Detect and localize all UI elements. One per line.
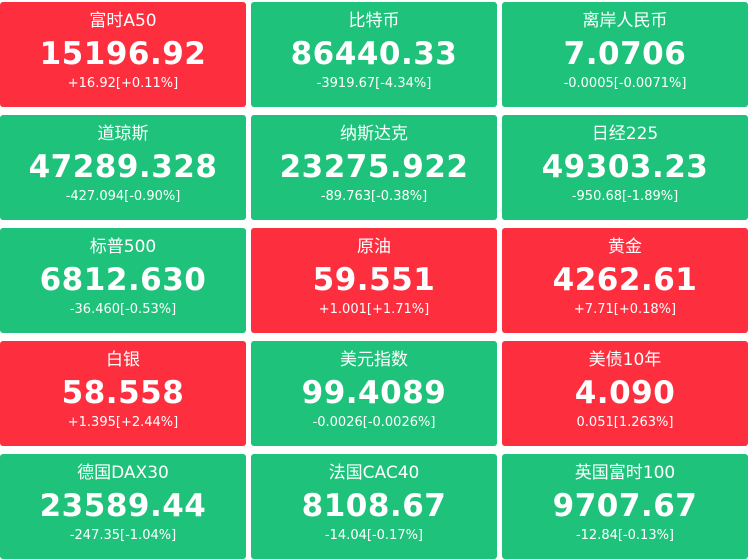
quote-name: 离岸人民币 bbox=[582, 11, 668, 31]
quote-change: +1.001[+1.71%] bbox=[318, 302, 430, 317]
quote-change: +16.92[+0.11%] bbox=[67, 76, 179, 91]
quote-price: 47289.328 bbox=[28, 149, 218, 185]
quote-name: 德国DAX30 bbox=[77, 463, 169, 483]
quote-tile-bitcoin[interactable]: 比特币 86440.33 -3919.67[-4.34%] bbox=[251, 2, 497, 107]
quote-price: 7.0706 bbox=[563, 36, 687, 72]
quote-tile-sp500[interactable]: 标普500 6812.630 -36.460[-0.53%] bbox=[0, 228, 246, 333]
quote-name: 道琼斯 bbox=[97, 124, 149, 144]
quote-tile-a50[interactable]: 富时A50 15196.92 +16.92[+0.11%] bbox=[0, 2, 246, 107]
quote-name: 日经225 bbox=[591, 124, 659, 144]
quote-price: 23275.922 bbox=[279, 149, 469, 185]
quote-tile-dax30[interactable]: 德国DAX30 23589.44 -247.35[-1.04%] bbox=[0, 454, 246, 559]
quote-tile-silver[interactable]: 白银 58.558 +1.395[+2.44%] bbox=[0, 341, 246, 446]
quote-change: +7.71[+0.18%] bbox=[573, 302, 677, 317]
quote-name: 美元指数 bbox=[340, 350, 408, 370]
quote-change: -0.0026[-0.0026%] bbox=[312, 415, 436, 430]
quote-tile-us-10y[interactable]: 美债10年 4.090 0.051[1.263%] bbox=[502, 341, 748, 446]
quote-change: -89.763[-0.38%] bbox=[320, 189, 428, 204]
quote-name: 美债10年 bbox=[588, 350, 662, 370]
quote-tile-dow-jones[interactable]: 道琼斯 47289.328 -427.094[-0.90%] bbox=[0, 115, 246, 220]
quote-change: -36.460[-0.53%] bbox=[69, 302, 177, 317]
quote-price: 8108.67 bbox=[301, 488, 447, 524]
quote-change: -3919.67[-4.34%] bbox=[316, 76, 432, 91]
quote-name: 黄金 bbox=[608, 237, 642, 257]
quote-price: 4262.61 bbox=[552, 262, 698, 298]
quote-tile-ftse100[interactable]: 英国富时100 9707.67 -12.84[-0.13%] bbox=[502, 454, 748, 559]
quote-change: +1.395[+2.44%] bbox=[67, 415, 179, 430]
quote-tile-cac40[interactable]: 法国CAC40 8108.67 -14.04[-0.17%] bbox=[251, 454, 497, 559]
quote-price: 99.4089 bbox=[301, 375, 447, 411]
quote-change: 0.051[1.263%] bbox=[576, 415, 674, 430]
quote-change: -12.84[-0.13%] bbox=[575, 528, 675, 543]
quote-price: 49303.23 bbox=[541, 149, 709, 185]
quote-change: -427.094[-0.90%] bbox=[65, 189, 181, 204]
quote-name: 原油 bbox=[357, 237, 391, 257]
quote-name: 法国CAC40 bbox=[328, 463, 420, 483]
quote-price: 59.551 bbox=[312, 262, 436, 298]
quote-change: -247.35[-1.04%] bbox=[69, 528, 177, 543]
quote-price: 58.558 bbox=[61, 375, 185, 411]
quote-price: 86440.33 bbox=[290, 36, 458, 72]
quote-tile-dollar-index[interactable]: 美元指数 99.4089 -0.0026[-0.0026%] bbox=[251, 341, 497, 446]
quote-name: 比特币 bbox=[348, 11, 400, 31]
quote-tile-nikkei[interactable]: 日经225 49303.23 -950.68[-1.89%] bbox=[502, 115, 748, 220]
quote-name: 英国富时100 bbox=[574, 463, 676, 483]
quote-price: 4.090 bbox=[574, 375, 676, 411]
quote-change: -950.68[-1.89%] bbox=[571, 189, 679, 204]
quote-name: 纳斯达克 bbox=[340, 124, 408, 144]
quote-tile-cnh[interactable]: 离岸人民币 7.0706 -0.0005[-0.0071%] bbox=[502, 2, 748, 107]
quote-change: -14.04[-0.17%] bbox=[324, 528, 424, 543]
quote-change: -0.0005[-0.0071%] bbox=[563, 76, 687, 91]
quote-tile-gold[interactable]: 黄金 4262.61 +7.71[+0.18%] bbox=[502, 228, 748, 333]
quote-name: 标普500 bbox=[89, 237, 157, 257]
quote-price: 6812.630 bbox=[39, 262, 207, 298]
quote-name: 白银 bbox=[106, 350, 140, 370]
quote-price: 9707.67 bbox=[552, 488, 698, 524]
quote-tile-crude-oil[interactable]: 原油 59.551 +1.001[+1.71%] bbox=[251, 228, 497, 333]
quote-tile-nasdaq[interactable]: 纳斯达克 23275.922 -89.763[-0.38%] bbox=[251, 115, 497, 220]
quote-price: 23589.44 bbox=[39, 488, 207, 524]
quote-name: 富时A50 bbox=[89, 11, 157, 31]
quote-price: 15196.92 bbox=[39, 36, 207, 72]
